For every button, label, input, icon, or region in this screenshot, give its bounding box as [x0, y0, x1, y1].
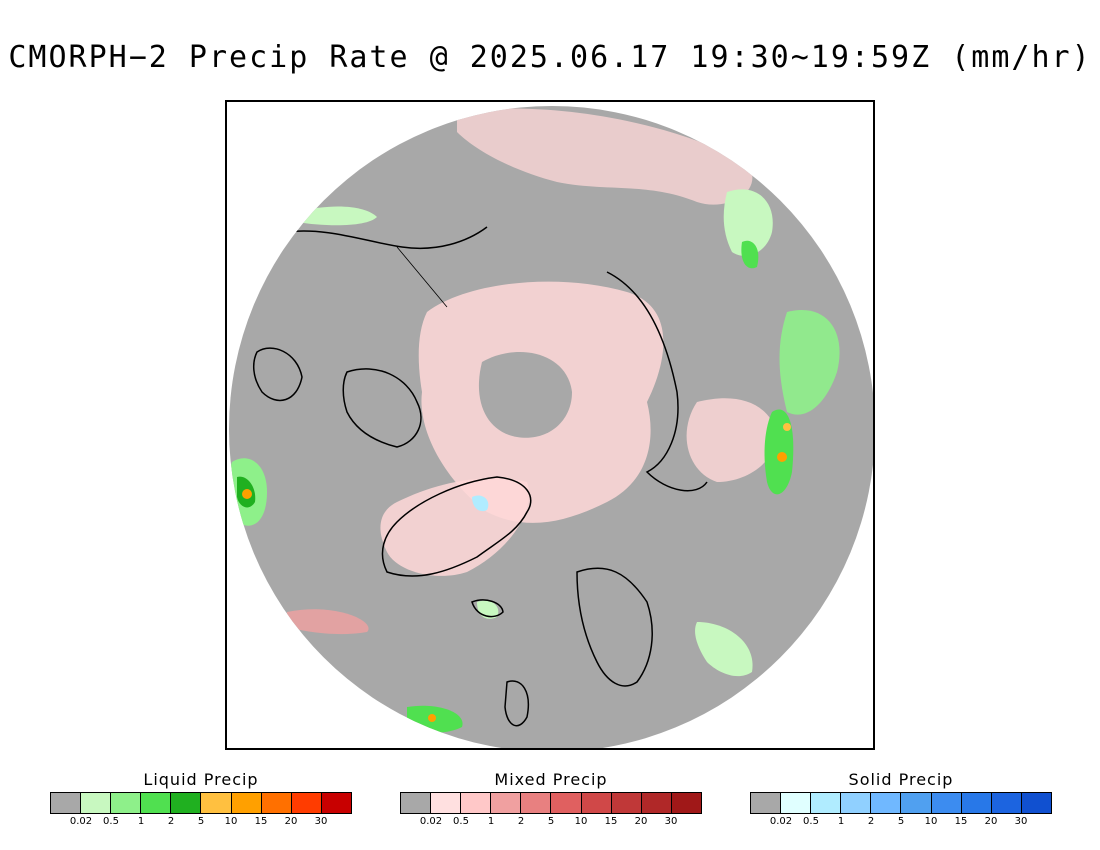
legend-swatch [551, 793, 582, 813]
legend-swatch [611, 793, 642, 813]
legend-colorbar-liquid [50, 792, 352, 814]
legend-tick-label: 20 [984, 816, 998, 827]
alaska-liquid-patch [297, 206, 377, 226]
europe-liquid-band [695, 622, 753, 677]
legend-tick-label: 0.02 [69, 816, 93, 827]
legend-swatch [291, 793, 322, 813]
legend-colorbar-solid [750, 792, 1052, 814]
legend-swatch [111, 793, 142, 813]
legend-tick-label: 5 [547, 816, 555, 827]
legend-swatch [81, 793, 112, 813]
legend-swatch [231, 793, 262, 813]
legend-tick-label: 10 [924, 816, 938, 827]
arctic-center-gray [478, 352, 572, 438]
legend-tick-label: 30 [314, 816, 328, 827]
siberia-heavy-cell-2 [783, 423, 791, 431]
legend-solid: Solid Precip 0.02 0.5 1 2 5 10 15 20 30 [750, 770, 1052, 828]
legend-swatch [841, 793, 872, 813]
legend-tick-label: 15 [604, 816, 618, 827]
legend-swatch [641, 793, 672, 813]
legend-liquid: Liquid Precip 0.02 0.5 1 2 5 10 15 20 30 [50, 770, 352, 828]
legend-tick-label: 1 [137, 816, 145, 827]
legend-title-mixed: Mixed Precip [494, 770, 608, 789]
legend-ticks-liquid: 0.02 0.5 1 2 5 10 15 20 30 [50, 814, 352, 828]
legend-swatch [461, 793, 492, 813]
legend-swatch [521, 793, 552, 813]
legend-tick-label: 30 [1014, 816, 1028, 827]
kamchatka-liquid-patch [723, 189, 773, 256]
greenland-mixed-precip [380, 478, 529, 576]
legend-swatch [961, 793, 992, 813]
legend-tick-label: 0.02 [419, 816, 443, 827]
siberia-coastline [606, 271, 708, 492]
legend-swatch [171, 793, 202, 813]
us-canada-border [396, 246, 448, 308]
legend-tick-label: 15 [954, 816, 968, 827]
uk-heavy-cell [428, 714, 436, 722]
atlantic-mixed-band [287, 609, 369, 635]
legend-tick-label: 30 [664, 816, 678, 827]
legend-tick-label: 10 [574, 816, 588, 827]
legend-tick-label: 5 [197, 816, 205, 827]
legend-tick-label: 20 [634, 816, 648, 827]
legend-colorbar-mixed [400, 792, 702, 814]
legend-tick-label: 2 [867, 816, 875, 827]
legend-tick-label: 5 [897, 816, 905, 827]
legend-swatch [871, 793, 902, 813]
legend-swatch [581, 793, 612, 813]
greenland-coastline [381, 476, 532, 577]
canadian-archipelago-coastline [342, 368, 422, 448]
legend-tick-label: 20 [284, 816, 298, 827]
legend-swatch [401, 793, 432, 813]
kamchatka-liquid-core [741, 240, 759, 269]
legend-swatch [321, 793, 351, 813]
legend-mixed: Mixed Precip 0.02 0.5 1 2 5 10 15 20 30 [400, 770, 702, 828]
greenland-solid-precip [472, 495, 489, 512]
scandinavia-coastline [576, 567, 653, 687]
legend-swatch [781, 793, 812, 813]
legend-tick-label: 10 [224, 816, 238, 827]
legend-tick-label: 2 [517, 816, 525, 827]
legend-swatch [431, 793, 462, 813]
legend-swatch [901, 793, 932, 813]
legend-swatch [1021, 793, 1051, 813]
legend-ticks-solid: 0.02 0.5 1 2 5 10 15 20 30 [750, 814, 1052, 828]
legend-swatch [491, 793, 522, 813]
alaska-coastline [286, 226, 488, 250]
legend-ticks-mixed: 0.02 0.5 1 2 5 10 15 20 30 [400, 814, 702, 828]
east-siberia-liquid-band [779, 310, 840, 415]
legend-tick-label: 0.5 [103, 816, 119, 827]
legend-swatch [751, 793, 782, 813]
chart-title: CMORPH−2 Precip Rate @ 2025.06.17 19:30~… [8, 40, 1092, 75]
uk-coastline [504, 680, 529, 727]
legend-tick-label: 0.5 [803, 816, 819, 827]
precip-map [225, 100, 875, 750]
legend-swatch [991, 793, 1022, 813]
siberia-mixed-precip [686, 398, 777, 482]
legend-swatch [931, 793, 962, 813]
legend-swatch [201, 793, 232, 813]
canada-heavy-cell [242, 489, 252, 499]
polar-map-svg [229, 106, 873, 748]
pacific-mixed-precip [457, 108, 753, 205]
legend-tick-label: 1 [837, 816, 845, 827]
legend-title-liquid: Liquid Precip [143, 770, 259, 789]
legend-tick-label: 1 [487, 816, 495, 827]
iceland-coastline [471, 599, 504, 618]
hudson-bay-coastline [252, 347, 303, 402]
siberia-liquid-core [764, 409, 794, 495]
legend-swatch [261, 793, 292, 813]
legend-tick-label: 0.02 [769, 816, 793, 827]
legend-swatch [141, 793, 172, 813]
siberia-heavy-cell [777, 452, 787, 462]
legend-tick-label: 15 [254, 816, 268, 827]
legend-swatch [51, 793, 82, 813]
legend-tick-label: 2 [167, 816, 175, 827]
legend-swatch [671, 793, 701, 813]
legend-swatch [811, 793, 842, 813]
legend-title-solid: Solid Precip [848, 770, 954, 789]
legend-tick-label: 0.5 [453, 816, 469, 827]
